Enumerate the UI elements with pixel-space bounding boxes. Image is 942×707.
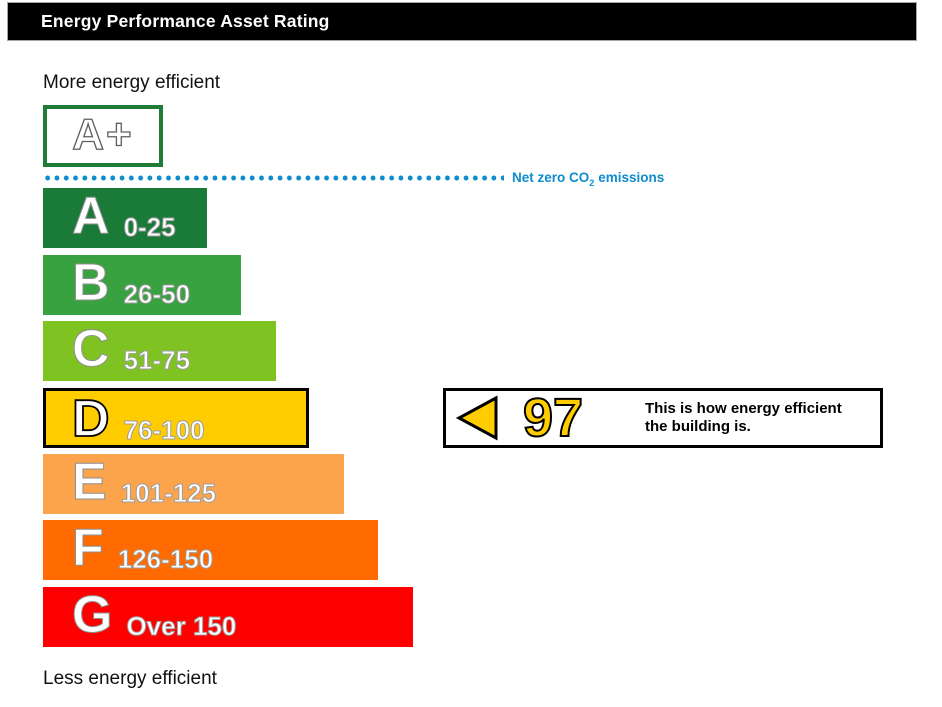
band-e-range: 101-125 [120, 478, 217, 509]
net-zero-subscript: 2 [589, 178, 595, 188]
pointer-triangle-shape [455, 395, 498, 441]
band-a: A 0-25 [43, 188, 207, 248]
rating-indicator: 97 This is how energy efficient the buil… [443, 388, 883, 448]
band-g-range: Over 150 [126, 611, 237, 642]
band-b-letter: B [72, 254, 111, 312]
header-bar: Energy Performance Asset Rating [7, 2, 917, 41]
a-plus-label: A+ [72, 109, 134, 159]
rating-description: This is how energy efficient the buildin… [645, 400, 842, 437]
band-a-letter: A [72, 187, 111, 245]
rating-description-line2: the building is. [645, 418, 751, 435]
page-title: Energy Performance Asset Rating [41, 11, 330, 31]
rating-score: 97 [522, 388, 584, 448]
band-b: B 26-50 [43, 255, 241, 315]
band-d-range: 76-100 [123, 415, 205, 446]
band-d-letter: D [71, 390, 110, 448]
net-zero-text-tail: emissions [598, 170, 665, 185]
net-zero-dotted-line [43, 174, 504, 182]
band-a-range: 0-25 [123, 212, 176, 243]
band-d: D 76-100 [43, 388, 309, 448]
band-f-letter: F [72, 519, 105, 577]
band-f: F 126-150 [43, 520, 378, 580]
band-c-letter: C [72, 320, 111, 378]
band-c-range: 51-75 [123, 345, 191, 376]
band-c: C 51-75 [43, 321, 276, 381]
net-zero-label: Net zero CO2 emissions [512, 170, 664, 188]
rating-description-line1: This is how energy efficient [645, 399, 842, 417]
less-efficient-label: Less energy efficient [43, 668, 217, 689]
more-efficient-label: More energy efficient [43, 72, 221, 93]
net-zero-text: Net zero CO [512, 170, 590, 185]
band-g: G Over 150 [43, 587, 413, 647]
band-e: E 101-125 [43, 454, 344, 514]
left-arrow-icon [455, 395, 498, 441]
band-b-range: 26-50 [123, 279, 191, 310]
band-g-letter: G [71, 586, 113, 644]
band-e-letter: E [72, 453, 108, 511]
band-f-range: 126-150 [117, 544, 214, 575]
a-plus-band: A+ [43, 105, 163, 167]
